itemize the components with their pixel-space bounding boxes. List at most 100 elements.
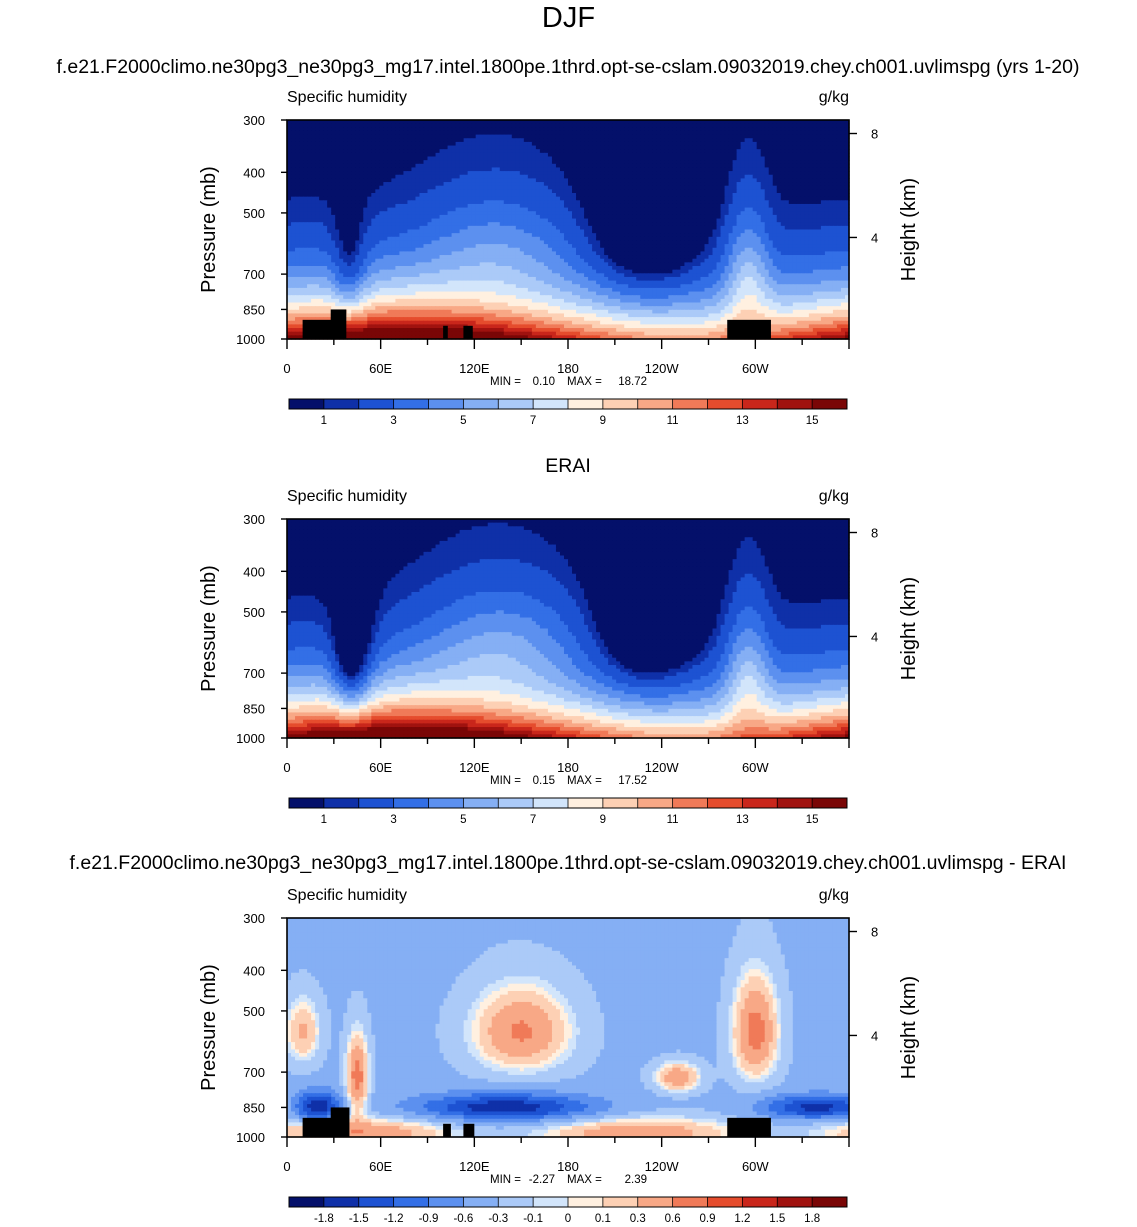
field-cell <box>640 189 645 194</box>
field-cell <box>824 138 830 143</box>
field-cell <box>303 149 308 154</box>
field-cell <box>307 193 312 198</box>
field-cell <box>724 138 730 143</box>
field-cell <box>668 203 673 209</box>
field-cell <box>652 225 657 231</box>
field-cell <box>816 156 822 161</box>
field-cell <box>844 196 850 201</box>
field-cell <box>435 167 441 172</box>
field-cell <box>391 138 396 143</box>
field-cell <box>692 178 698 183</box>
field-cell <box>531 152 537 158</box>
field-cell <box>403 178 409 183</box>
field-cell <box>547 130 553 136</box>
field-cell <box>535 130 541 136</box>
field-cell <box>584 174 589 179</box>
field-cell <box>483 189 489 194</box>
field-cell <box>299 152 304 158</box>
field-cell <box>387 244 392 249</box>
field-cell <box>471 167 477 172</box>
field-cell <box>728 200 734 205</box>
field-cell <box>752 156 758 161</box>
field-cell <box>467 130 473 136</box>
field-cell <box>840 156 846 161</box>
field-cell <box>648 123 653 128</box>
field-cell <box>704 156 710 161</box>
field-cell <box>568 240 573 245</box>
field-cell <box>720 236 726 242</box>
field-cell <box>383 182 388 187</box>
field-cell <box>315 214 320 220</box>
field-cell <box>339 145 344 150</box>
field-cell <box>419 156 425 161</box>
field-cell <box>812 203 818 209</box>
field-cell <box>748 211 754 216</box>
field-cell <box>395 167 400 172</box>
field-cell <box>600 211 605 216</box>
field-cell <box>620 222 625 227</box>
field-cell <box>495 222 501 227</box>
field-cell <box>391 222 396 227</box>
field-cell <box>836 152 842 158</box>
field-cell <box>772 120 778 125</box>
field-cell <box>535 141 541 147</box>
field-cell <box>483 229 489 234</box>
field-cell <box>315 130 320 136</box>
field-cell <box>616 152 621 158</box>
field-cell <box>616 163 621 169</box>
field-cell <box>808 127 814 132</box>
field-cell <box>387 182 392 187</box>
field-cell <box>584 225 589 231</box>
field-cell <box>555 156 561 161</box>
field-cell <box>479 182 485 187</box>
field-cell <box>640 120 645 125</box>
field-cell <box>796 127 802 132</box>
field-cell <box>379 240 384 245</box>
field-cell <box>708 236 714 242</box>
field-cell <box>563 149 569 154</box>
field-cell <box>291 233 296 238</box>
field-cell <box>503 185 509 190</box>
field-cell <box>463 134 469 139</box>
field-cell <box>832 160 838 165</box>
field-cell <box>600 160 605 165</box>
field-cell <box>519 182 525 187</box>
field-cell <box>764 240 770 245</box>
field-cell <box>572 211 577 216</box>
field-cell <box>407 207 413 212</box>
field-cell <box>551 152 557 158</box>
field-cell <box>696 196 702 201</box>
field-cell <box>343 174 348 179</box>
field-cell <box>636 178 641 183</box>
field-cell <box>343 244 348 249</box>
field-cell <box>800 211 806 216</box>
field-cell <box>459 123 465 128</box>
field-cell <box>375 141 380 147</box>
field-cell <box>800 236 806 242</box>
field-cell <box>451 229 457 234</box>
field-cell <box>375 236 380 242</box>
field-cell <box>463 185 469 190</box>
field-cell <box>479 156 485 161</box>
field-cell <box>479 211 485 216</box>
field-cell <box>712 225 718 231</box>
field-cell <box>563 193 569 198</box>
field-cell <box>816 134 822 139</box>
field-cell <box>796 200 802 205</box>
field-cell <box>303 156 308 161</box>
field-cell <box>479 130 485 136</box>
field-cell <box>363 163 368 169</box>
field-cell <box>315 127 320 132</box>
field-cell <box>563 130 569 136</box>
field-cell <box>752 149 758 154</box>
field-cell <box>824 222 830 227</box>
field-cell <box>724 193 730 198</box>
field-cell <box>572 218 577 223</box>
field-cell <box>612 123 617 128</box>
field-cell <box>551 123 557 128</box>
field-cell <box>644 171 649 176</box>
field-cell <box>491 130 497 136</box>
field-cell <box>363 178 368 183</box>
field-cell <box>828 167 834 172</box>
field-cell <box>780 203 786 209</box>
